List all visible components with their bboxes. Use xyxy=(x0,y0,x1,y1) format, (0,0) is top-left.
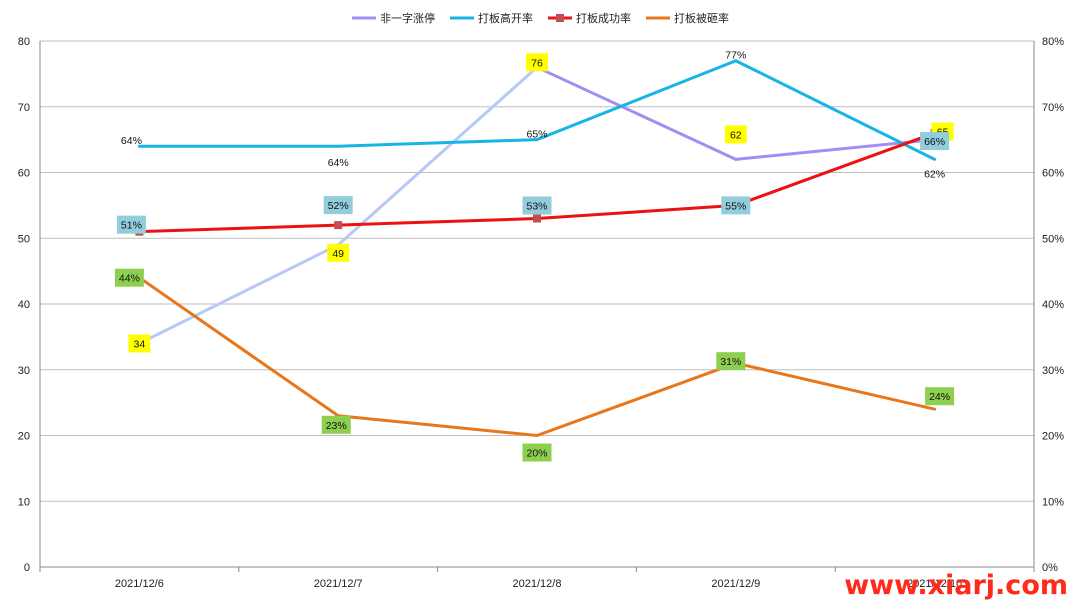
y-right-tick-label: 30% xyxy=(1042,365,1064,377)
watermark-text: www.xiarj.com xyxy=(844,570,1068,601)
x-tick-label: 2021/12/7 xyxy=(314,578,363,590)
series-marker xyxy=(533,214,541,223)
series-line-segment xyxy=(535,59,738,142)
legend: 非一字涨停 打板高开率 打板成功率 打板被砸率 xyxy=(352,11,729,25)
legend-marker xyxy=(556,14,564,22)
data-label: 31% xyxy=(720,356,741,368)
data-label: 53% xyxy=(526,201,547,213)
y-left-tick-label: 30 xyxy=(18,365,30,377)
grid-lines xyxy=(40,40,1034,568)
data-label: 51% xyxy=(121,220,142,232)
data-label-background xyxy=(716,352,746,371)
series-line-segment xyxy=(336,138,539,148)
series-line-segment xyxy=(336,217,539,227)
legend-entry: 打板高开率 xyxy=(478,11,533,25)
data-label-background xyxy=(321,415,351,434)
y-left-tick-label: 10 xyxy=(18,496,30,508)
data-labels: 344976626564%64%65%77%62%51%52%53%55%66%… xyxy=(114,50,955,462)
series-lines xyxy=(135,59,939,437)
y-right-tick-label: 20% xyxy=(1042,431,1064,443)
data-label: 62 xyxy=(730,129,742,141)
y-right-tick-label: 40% xyxy=(1042,299,1064,311)
data-label: 34 xyxy=(134,338,146,350)
data-label-background xyxy=(327,243,350,262)
data-label: 23% xyxy=(326,420,347,432)
data-label-background xyxy=(721,196,751,215)
y-right-tick-label: 50% xyxy=(1042,233,1064,245)
y-right-tick-label: 60% xyxy=(1042,168,1064,180)
data-label: 62% xyxy=(924,168,945,180)
data-label: 44% xyxy=(119,273,140,285)
series-line-segment xyxy=(137,243,340,345)
legend-entry: 打板成功率 xyxy=(576,11,631,25)
data-label-background xyxy=(128,334,151,353)
series-line-segment xyxy=(535,65,738,161)
legend-entry: 非一字涨停 xyxy=(380,11,435,25)
data-label: 20% xyxy=(526,448,547,460)
y-left-tick-label: 40 xyxy=(18,299,30,311)
data-label: 24% xyxy=(929,391,950,403)
data-label: 49 xyxy=(332,248,344,260)
data-label: 65% xyxy=(526,129,547,141)
y-right-tick-label: 10% xyxy=(1042,496,1064,508)
data-label: 77% xyxy=(725,50,746,62)
series-line-segment xyxy=(535,361,738,437)
y-left-tick-label: 60 xyxy=(18,168,30,180)
data-label-background xyxy=(114,268,144,287)
y-right-tick-label: 80% xyxy=(1042,36,1064,48)
y-left-tick-label: 50 xyxy=(18,233,30,245)
y-right-tick-label: 0% xyxy=(1042,562,1058,574)
y-left-tick-label: 0 xyxy=(24,562,30,574)
y-left-tick-label: 80 xyxy=(18,36,30,48)
series-line-segment xyxy=(734,361,937,411)
data-label-background xyxy=(920,132,950,151)
data-label: 52% xyxy=(328,200,349,212)
series-line-segment xyxy=(734,59,937,161)
data-label-background xyxy=(925,387,955,406)
data-label-background xyxy=(522,196,552,215)
x-tick-label: 2021/12/10 xyxy=(907,578,962,590)
data-label: 55% xyxy=(725,200,746,212)
x-tick-label: 2021/12/6 xyxy=(115,578,164,590)
x-tick-label: 2021/12/9 xyxy=(711,578,760,590)
data-label-background xyxy=(323,196,353,215)
data-label-background xyxy=(522,443,552,462)
x-tick-label: 2021/12/8 xyxy=(513,578,562,590)
series-line-segment xyxy=(137,276,340,418)
y-left-tick-label: 20 xyxy=(18,431,30,443)
series-line-segment xyxy=(137,223,340,234)
series-line-segment xyxy=(336,65,539,247)
data-label: 64% xyxy=(121,135,142,147)
data-label: 64% xyxy=(328,157,349,169)
series-line-segment xyxy=(734,131,937,207)
data-label: 76 xyxy=(531,57,543,69)
y-left-tick-label: 70 xyxy=(18,102,30,114)
series-line-segment xyxy=(535,203,738,221)
data-label: 66% xyxy=(924,136,945,148)
data-label-background xyxy=(724,125,747,144)
series-line-segment xyxy=(336,414,539,437)
series-marker xyxy=(334,221,343,230)
data-label-background xyxy=(526,53,548,72)
data-label-background xyxy=(116,215,146,234)
y-right-tick-label: 70% xyxy=(1042,102,1064,114)
legend-entry: 打板被砸率 xyxy=(674,11,729,25)
axes: 0 10 20 30 40 50 60 70 80 0% 10% 20% 30% 40% 50% 60% 70%… xyxy=(18,36,1064,590)
